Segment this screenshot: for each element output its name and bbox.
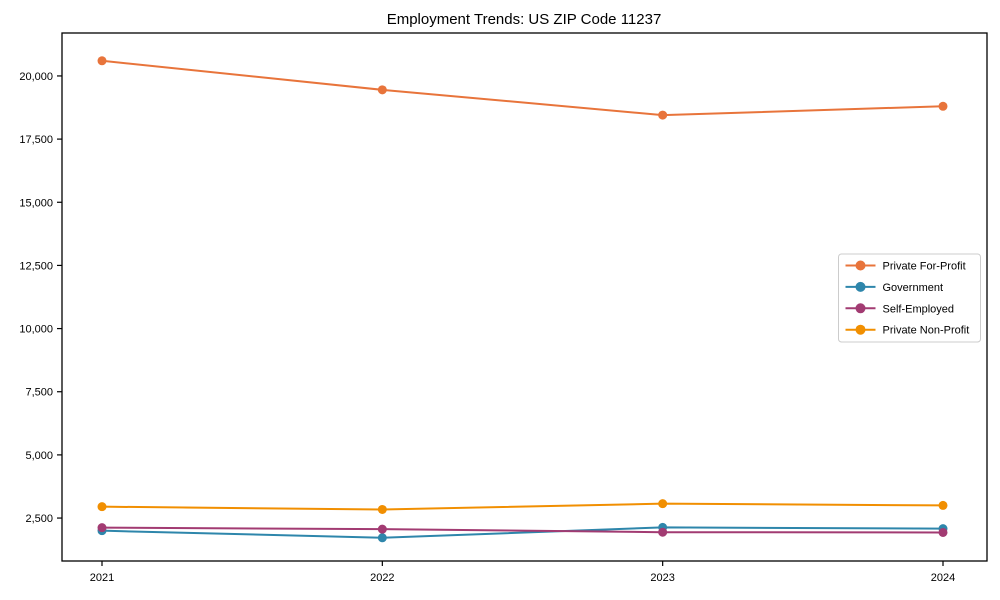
series-line-self-employed [101, 526, 944, 534]
legend-swatch-marker [855, 324, 866, 335]
y-axis-tick-label: 20,000 [19, 71, 53, 83]
legend-item-private-for-profit: Private For-Profit [845, 260, 966, 273]
legend-label: Government [883, 282, 944, 294]
legend-item-private-non-profit: Private Non-Profit [845, 324, 970, 337]
series-private-non-profit [97, 499, 948, 514]
series-self-employed [97, 523, 948, 537]
x-axis-tick-label: 2024 [931, 572, 955, 584]
legend-swatch-marker [855, 281, 866, 292]
x-axis-tick-label: 2023 [650, 572, 674, 584]
x-axis-tick-label: 2021 [90, 572, 114, 584]
series-private-for-profit [97, 56, 948, 120]
data-point-marker-private-for-profit [97, 56, 107, 66]
data-point-marker-private-non-profit [938, 500, 948, 510]
x-axis-tick-label: 2022 [370, 572, 394, 584]
data-point-marker-private-non-profit [658, 499, 668, 509]
y-axis: 2,500 5,000 7,500 10,000 12,500 15,000 17,500 2… [19, 71, 62, 525]
data-point-marker-self-employed [377, 524, 387, 534]
y-axis-tick-label: 15,000 [19, 197, 53, 209]
y-axis-tick-label: 12,500 [19, 260, 53, 272]
series-line-private-non-profit [101, 502, 944, 511]
y-axis-tick-label: 5,000 [25, 450, 53, 462]
legend-label: Self-Employed [883, 303, 955, 315]
y-axis-tick-label: 10,000 [19, 324, 53, 336]
data-point-marker-private-for-profit [658, 110, 668, 120]
chart-title: Employment Trends: US ZIP Code 11237 [387, 11, 662, 28]
series-line-private-for-profit [101, 59, 944, 117]
data-point-marker-self-employed [938, 527, 948, 537]
data-point-marker-private-non-profit [97, 502, 107, 512]
legend-label: Private Non-Profit [883, 325, 970, 337]
plot-border [61, 32, 988, 562]
y-axis-tick-label: 7,500 [25, 387, 53, 399]
x-axis: 2021 2022 2023 2024 [90, 561, 955, 584]
data-point-marker-self-employed [658, 527, 668, 537]
y-axis-tick-label: 17,500 [19, 134, 53, 146]
data-point-marker-private-for-profit [377, 85, 387, 95]
plot-area: 2,500 5,000 7,500 10,000 12,500 15,000 17,500 2… [19, 32, 988, 584]
legend-box [838, 253, 981, 343]
data-point-marker-government [377, 533, 387, 543]
legend-label: Private For-Profit [883, 261, 966, 273]
legend-swatch-marker [855, 303, 866, 314]
legend-item-self-employed: Self-Employed [845, 303, 955, 315]
legend-swatch-marker [855, 260, 866, 271]
data-point-marker-private-non-profit [377, 504, 387, 514]
data-point-marker-self-employed [97, 523, 107, 533]
y-axis-tick-label: 2,500 [25, 513, 53, 525]
legend-item-government: Government [845, 281, 944, 294]
legend: Private For-Profit Government Self-Employe… [838, 253, 981, 343]
data-point-marker-private-for-profit [938, 101, 948, 111]
series-line-government [101, 526, 944, 539]
